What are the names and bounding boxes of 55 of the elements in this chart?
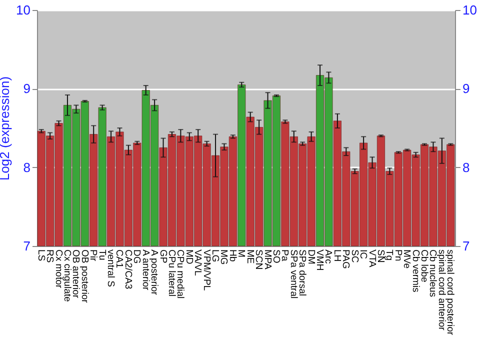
y-tick-label: 7 <box>23 238 30 254</box>
x-tick-label: spinal cord posterior <box>444 250 456 336</box>
y2-tick-label: 9 <box>462 81 470 96</box>
x-tick-label: SO <box>270 250 282 264</box>
x-tick-label: M <box>236 250 247 258</box>
x-tick-label: RS <box>44 250 56 263</box>
x-tick-label: SPa dorsal <box>296 250 308 296</box>
x-tick-label: Pa <box>279 250 290 262</box>
x-tick-label: Cb vermis <box>410 250 421 293</box>
x-tick-label: CA2/CA3 <box>122 250 134 290</box>
x-tick-label: Tg <box>384 250 395 261</box>
x-tick-label: CA1 <box>114 250 125 268</box>
x-tick-label: ME <box>244 250 256 264</box>
x-tick-label: Hb <box>226 250 238 262</box>
x-tick-label: Pir <box>88 250 99 262</box>
x-tick-label: OB anterior <box>70 250 82 298</box>
x-tick-label: VPM/VPL <box>200 250 212 291</box>
x-tick-label: A posterior <box>148 250 160 295</box>
x-tick-label: ventral S <box>105 250 116 287</box>
y-tick-label: 8 <box>23 160 30 175</box>
x-tick-label: CPu medial <box>174 250 186 299</box>
x-tick-label: A anterior <box>140 250 151 290</box>
x-tick-label: MVe <box>401 250 412 269</box>
y2-tick-label: 8 <box>462 160 470 175</box>
y-tick-label: 10 <box>16 2 30 18</box>
x-tick-label: Tu <box>96 250 108 260</box>
x-tick-label: spinal cord anterior <box>436 250 447 330</box>
y-axis-title: Log2 (expression) <box>0 76 12 181</box>
x-tick-label: VMH <box>314 250 326 271</box>
x-tick-label: VTA <box>366 250 378 268</box>
x-tick-label: IC <box>358 250 369 260</box>
x-tick-label: SN <box>374 250 386 263</box>
x-tick-label: GP <box>157 250 168 264</box>
x-tick-label: MPA <box>262 250 273 270</box>
x-tick-label: Arc <box>322 250 334 264</box>
x-tick-label: OB posterior <box>78 250 90 303</box>
x-tick-label: SPa ventral <box>288 250 299 299</box>
x-tick-label: LH <box>331 250 342 262</box>
x-tick-label: Cb lobe <box>418 250 430 282</box>
x-tick-label: SCN <box>253 250 264 270</box>
x-tick-label: LG <box>210 250 221 262</box>
x-tick-label: Pn <box>392 250 404 262</box>
x-tick-label: Cb nucleus <box>427 250 438 298</box>
x-tick-label: Cx motor <box>52 250 64 288</box>
x-tick-label: SC <box>348 250 360 263</box>
x-tick-label: MD <box>183 250 194 264</box>
x-tick-label: MG <box>218 250 230 265</box>
y-tick-label: 9 <box>23 81 30 96</box>
x-tick-label: PAG <box>340 250 352 269</box>
y2-tick-label: 10 <box>462 2 477 18</box>
x-tick-label: LS <box>35 250 46 262</box>
y2-tick-label: 7 <box>462 238 470 254</box>
x-tick-label: DG <box>131 250 142 264</box>
x-tick-label: VA/VL <box>192 250 204 276</box>
x-tick-label: DM <box>305 250 316 264</box>
